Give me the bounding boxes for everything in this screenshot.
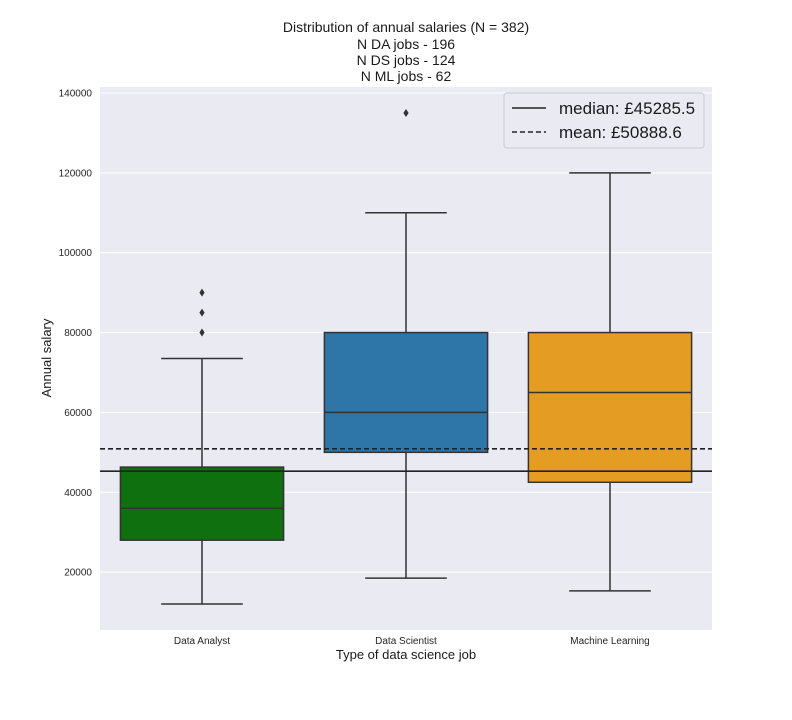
box-data-scientist <box>323 108 489 579</box>
title-line-1: Distribution of annual salaries (N = 382… <box>283 19 529 35</box>
y-axis-label: Annual salary <box>39 318 54 397</box>
box-data-analyst <box>119 288 285 605</box>
x-tick-label: Data Analyst <box>174 636 230 647</box>
x-tick-label: Data Scientist <box>375 636 437 647</box>
chart-title: Distribution of annual salaries (N = 382… <box>283 19 529 84</box>
box-iqr <box>323 331 489 454</box>
x-tick-label: Machine Learning <box>570 636 650 647</box>
y-tick-label: 40000 <box>64 488 92 499</box>
y-tick-label: 140000 <box>59 88 93 99</box>
outlier-point <box>199 308 205 317</box>
legend-box <box>503 92 705 149</box>
legend-entry-median: median: £45285.5 <box>559 99 695 118</box>
y-tick-label: 20000 <box>64 568 92 579</box>
title-line-4: N ML jobs - 62 <box>361 68 452 84</box>
y-tick-label: 120000 <box>59 168 93 179</box>
legend: median: £45285.5 mean: £50888.6 <box>503 92 705 149</box>
y-tick-label: 60000 <box>64 408 92 419</box>
outlier-point <box>199 328 205 337</box>
y-tick-label: 100000 <box>59 248 93 259</box>
title-line-3: N DS jobs - 124 <box>357 52 456 68</box>
title-line-2: N DA jobs - 196 <box>357 36 455 52</box>
box-machine-learning <box>527 172 693 592</box>
y-axis-ticks: 20000 40000 60000 80000 100000 120000 140000 <box>59 88 93 578</box>
x-axis-ticks: Data Analyst Data Scientist Machine Learni… <box>174 636 650 647</box>
boxes <box>119 108 693 605</box>
reference-lines <box>100 447 712 472</box>
y-tick-label: 80000 <box>64 328 92 339</box>
outlier-point <box>403 108 409 117</box>
x-axis-label: Type of data science job <box>336 647 476 662</box>
box-iqr <box>119 466 285 541</box>
legend-entry-mean: mean: £50888.6 <box>559 123 682 142</box>
outlier-point <box>199 288 205 297</box>
box-iqr <box>527 331 693 484</box>
